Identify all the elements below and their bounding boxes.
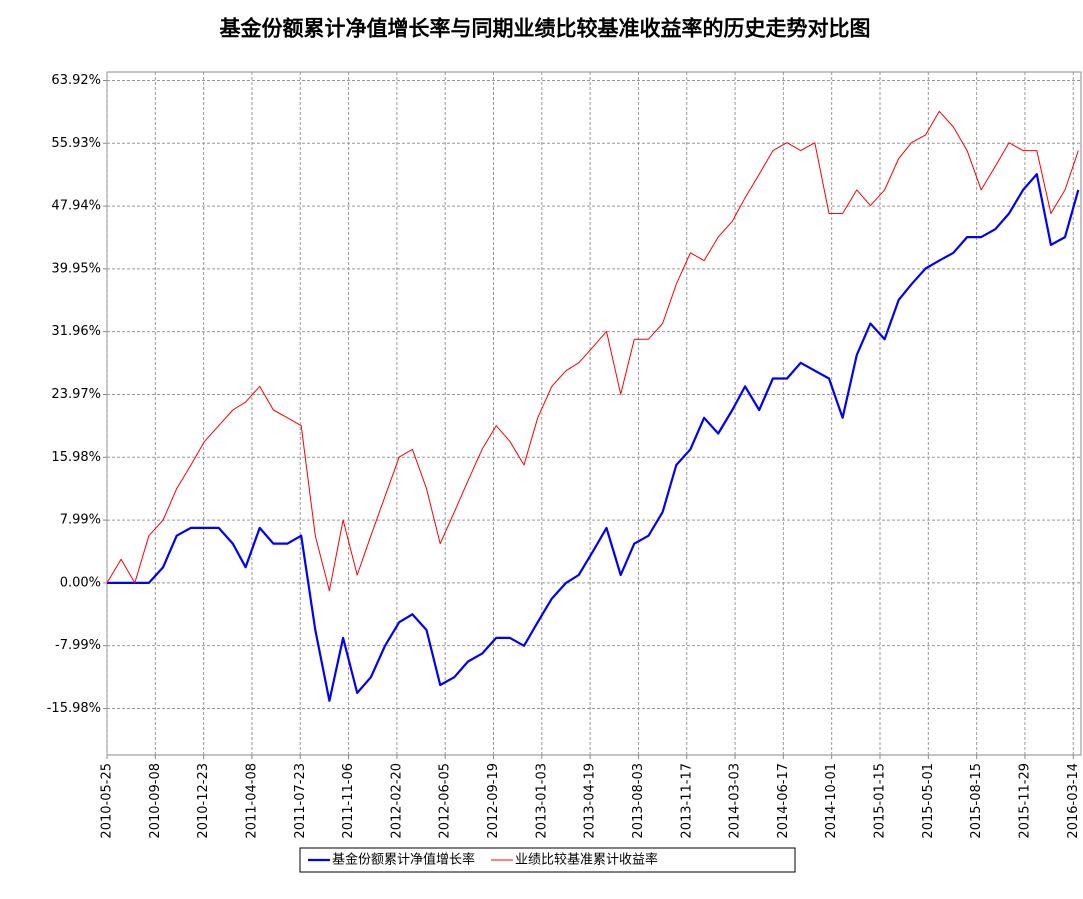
y-tick-label: 15.98%: [51, 450, 101, 465]
x-tick-label: 2015-01-15: [873, 763, 888, 839]
y-tick-label: 23.97%: [51, 387, 101, 402]
x-tick-label: 2013-11-17: [679, 763, 694, 839]
x-tick-label: 2015-11-29: [1017, 763, 1032, 839]
x-tick-label: 2013-01-03: [534, 763, 549, 839]
y-tick-label: 47.94%: [51, 199, 101, 214]
plot-area: [106, 71, 1082, 756]
y-tick-label: 0.00%: [60, 575, 101, 590]
series-line: [106, 110, 1079, 592]
x-tick-label: 2014-06-17: [776, 763, 791, 839]
x-tick-label: 2013-04-19: [583, 763, 598, 839]
x-tick-label: 2011-07-23: [293, 763, 308, 839]
y-tick-label: -7.99%: [55, 638, 101, 653]
x-tick-label: 2010-12-23: [196, 763, 211, 839]
x-tick-label: 2015-08-15: [969, 763, 984, 839]
legend-label: 基金份额累计净值增长率: [332, 852, 475, 868]
y-tick-label: 55.93%: [51, 136, 101, 151]
x-tick-label: 2013-08-03: [631, 763, 646, 839]
y-tick-label: 7.99%: [60, 513, 101, 528]
x-tick-label: 2012-06-05: [438, 763, 453, 839]
x-tick-label: 2014-10-01: [824, 763, 839, 839]
x-tick-label: 2012-02-20: [389, 763, 404, 839]
x-tick-label: 2011-04-08: [244, 763, 259, 839]
x-tick-label: 2012-09-19: [486, 763, 501, 839]
x-tick-label: 2010-09-08: [148, 763, 163, 839]
chart-title: 基金份额累计净值增长率与同期业绩比较基准收益率的历史走势对比图: [220, 16, 871, 41]
x-tick-label: 2010-05-25: [100, 763, 115, 839]
legend: [299, 847, 796, 873]
legend-label: 业绩比较基准累计收益率: [515, 852, 658, 868]
x-tick-label: 2011-11-06: [341, 763, 356, 839]
y-tick-label: -15.98%: [47, 701, 101, 716]
y-tick-label: 63.92%: [51, 73, 101, 88]
series-line: [107, 173, 1080, 702]
x-tick-label: 2014-03-03: [728, 763, 743, 839]
y-tick-label: 31.96%: [51, 324, 101, 339]
y-tick-label: 39.95%: [51, 261, 101, 276]
x-tick-label: 2016-03-14: [1066, 763, 1081, 839]
x-tick-label: 2015-05-01: [921, 763, 936, 839]
